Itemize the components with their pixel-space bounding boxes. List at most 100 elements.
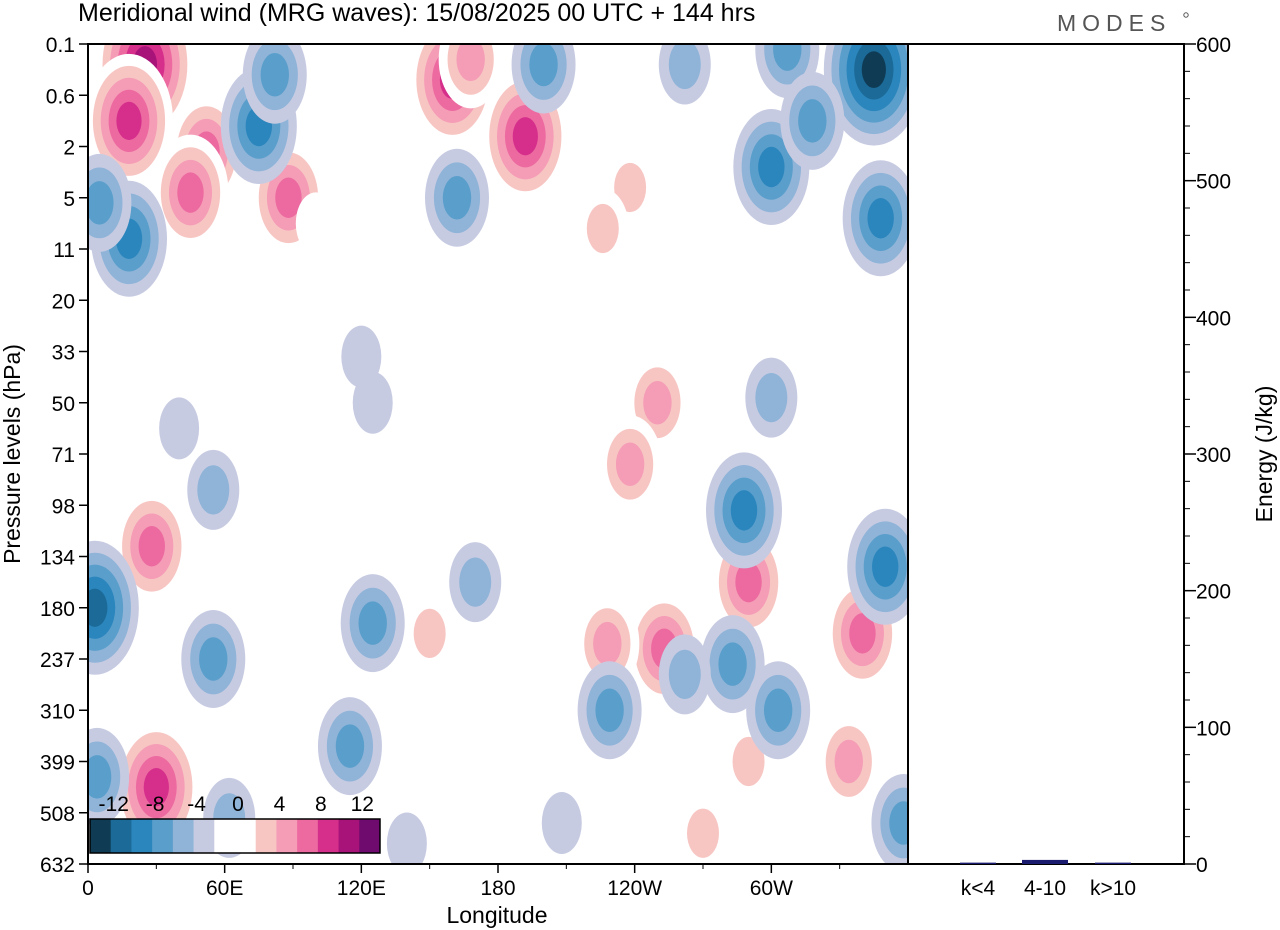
contour-level--6: [260, 52, 289, 97]
longitude-tick-label: 0: [82, 877, 94, 900]
contour-level-8: [177, 172, 204, 213]
colorbar-swatch: [297, 819, 319, 853]
contour-level-6: [615, 442, 645, 487]
colorbar-swatch: [338, 819, 360, 853]
contour-blob-42: [88, 153, 132, 252]
contour-blob-33: [823, 44, 908, 146]
contour-level-4: [687, 808, 719, 858]
contour-level--12: [861, 51, 886, 89]
contour-level--6: [358, 601, 387, 645]
contour-level--6: [718, 642, 747, 686]
contour-blob-56: [746, 661, 811, 760]
contour-blob-32: [755, 44, 820, 99]
contour-level-8: [849, 613, 876, 654]
figure-title: Meridional wind (MRG waves): 15/08/2025 …: [78, 0, 755, 27]
colorbar: -12 -8 -4 0 4 8 12: [89, 793, 381, 854]
brand-logo: MODES: [1057, 10, 1171, 36]
contour-level--6: [442, 175, 472, 220]
contour-level--6: [88, 755, 112, 799]
colorbar-frame: [89, 818, 381, 854]
contour-level-8: [735, 561, 762, 603]
colorbar-label: -12: [99, 793, 129, 816]
contour-blob-4: [152, 134, 229, 251]
energy-tick-label: 0: [1196, 854, 1208, 877]
contour-level--8: [730, 490, 758, 531]
contour-level-8: [138, 526, 165, 567]
pressure-tick-label: 5: [63, 188, 75, 211]
contour-blob-50: [847, 508, 908, 625]
longitude-tick-label: 60W: [750, 877, 793, 900]
colorbar-label: 4: [274, 793, 286, 816]
contour-level-4: [413, 608, 446, 658]
contour-blob-46: [745, 357, 798, 438]
contour-level-2: [295, 192, 336, 255]
contour-blob-62: [449, 542, 502, 623]
contour-level-6: [593, 621, 622, 666]
contour-blob-48: [159, 397, 200, 460]
colorbar-swatch: [317, 819, 340, 853]
contour-level-2: [284, 669, 325, 731]
contour-blob-27: [516, 628, 557, 690]
contour-blob-9: [576, 188, 629, 269]
longitude-tick-label: 180: [480, 877, 515, 900]
pressure-tick-label: 134: [40, 547, 75, 570]
contour-level-2: [516, 628, 557, 690]
contour-level--2: [159, 397, 200, 460]
contour-blob-52: [340, 574, 405, 673]
contour-blob-43: [780, 71, 845, 170]
contour-blob-45: [352, 371, 393, 434]
contour-level-10: [143, 768, 169, 807]
pressure-tick-label: 98: [52, 495, 75, 518]
energy-axis-title: Energy (J/kg): [1251, 386, 1277, 523]
longitude-tick-label: 120W: [607, 877, 662, 900]
colorbar-swatch: [172, 819, 195, 853]
contour-blob-51: [88, 540, 139, 675]
contour-blob-59: [88, 727, 130, 826]
contour-blob-25: [284, 669, 325, 731]
energy-tick-label: 100: [1196, 717, 1231, 740]
contour-level--6: [763, 688, 793, 733]
contour-level--6: [595, 688, 624, 733]
contour-blob-30: [489, 792, 530, 854]
contour-blob-31: [238, 474, 279, 537]
contour-blob-47: [187, 449, 240, 530]
colorbar-swatch: [276, 819, 298, 853]
pressure-tick-label: 399: [40, 752, 75, 775]
contour-level-4: [732, 736, 765, 787]
pressure-tick-label: 0.6: [46, 85, 75, 108]
contour-level--6: [773, 44, 802, 71]
energy-category-label: k>10: [1090, 877, 1136, 900]
contour-blob-36: [511, 44, 576, 114]
contour-level--8: [758, 146, 785, 188]
longitude-axis: 0 60E 120E 180 120W 60W: [82, 864, 841, 900]
contour-level--4: [197, 465, 230, 515]
longitude-axis-title: Longitude: [446, 902, 547, 928]
contour-blob-34: [842, 160, 908, 277]
colorbar-swatch: [131, 819, 153, 853]
energy-axis: 0 100 200 300 400 500 600: [1184, 34, 1231, 877]
contour-blob-57: [658, 634, 711, 715]
energy-category-label: 4-10: [1024, 877, 1066, 900]
contour-blob-55: [700, 615, 765, 714]
contour-level-4: [614, 162, 647, 213]
pressure-tick-label: 11: [53, 239, 75, 262]
pressure-tick-label: 632: [40, 854, 75, 877]
pressure-tick-label: 33: [52, 342, 75, 365]
contour-blob-64: [386, 812, 427, 864]
pressure-tick-label: 50: [52, 393, 75, 416]
energy-bar: [1022, 859, 1068, 864]
colorbar-swatch: [255, 819, 277, 853]
colorbar-label: 0: [232, 793, 244, 816]
pressure-axis: 0.1 0.6 2 5 11 20 33 50 71 98 134 180 237 310 399 508 63…: [40, 34, 88, 877]
pressure-axis-title: Pressure levels (hPa): [0, 344, 25, 564]
pressure-tick-label: 20: [52, 290, 75, 313]
contour-blob-39: [242, 44, 307, 124]
colorbar-swatch: [193, 819, 215, 853]
pressure-tick-label: 0.1: [46, 34, 75, 57]
contour-blob-49: [706, 452, 782, 569]
energy-panel-frame: [907, 43, 1185, 865]
energy-tick-label: 200: [1196, 581, 1231, 604]
contour-level--4: [668, 44, 701, 90]
energy-bar: [1095, 862, 1131, 864]
